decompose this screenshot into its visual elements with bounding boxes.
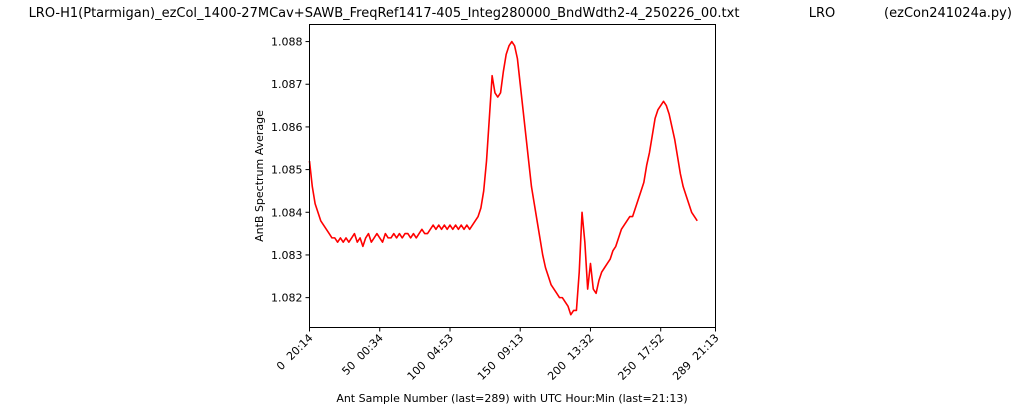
plot-area-frame [309,24,716,328]
y-tick-label: 1.086 [271,121,303,134]
y-tick-label: 1.083 [271,249,303,262]
x-tick-label: 0 20:14 [274,331,316,373]
y-axis-label: AntB Spectrum Average [253,110,266,242]
x-tick-label: 150 09:13 [475,331,526,382]
y-tick-label: 1.084 [271,206,303,219]
x-tick-label: 50 00:34 [339,331,385,377]
y-tick-label: 1.085 [271,164,303,177]
x-tick-label: 200 13:32 [545,331,596,382]
y-tick-label: 1.088 [271,36,303,49]
series-line [308,40,698,316]
y-tick-label: 1.082 [271,292,303,305]
x-axis-ticks: 0 20:14 50 00:34 100 04:53 150 09:13 200 13:… [274,327,722,383]
y-tick-label: 1.087 [271,78,303,91]
x-tick-label: 289 21:13 [670,331,721,382]
chart-title-observatory: LRO [809,6,836,21]
chart-title-script: (ezCon241024a.py) [884,6,1012,21]
chart-title: LRO-H1(Ptarmigan)_ezCol_1400-27MCav+SAWB… [29,6,1012,21]
x-tick-label: 100 04:53 [405,331,456,382]
y-axis-ticks: 1.082 1.083 1.084 1.085 1.086 1.087 1.088 [271,36,310,305]
chart-title-filename: LRO-H1(Ptarmigan)_ezCol_1400-27MCav+SAWB… [29,6,740,21]
x-axis-label: Ant Sample Number (last=289) with UTC Ho… [336,392,687,405]
x-tick-label: 250 17:52 [615,331,666,382]
